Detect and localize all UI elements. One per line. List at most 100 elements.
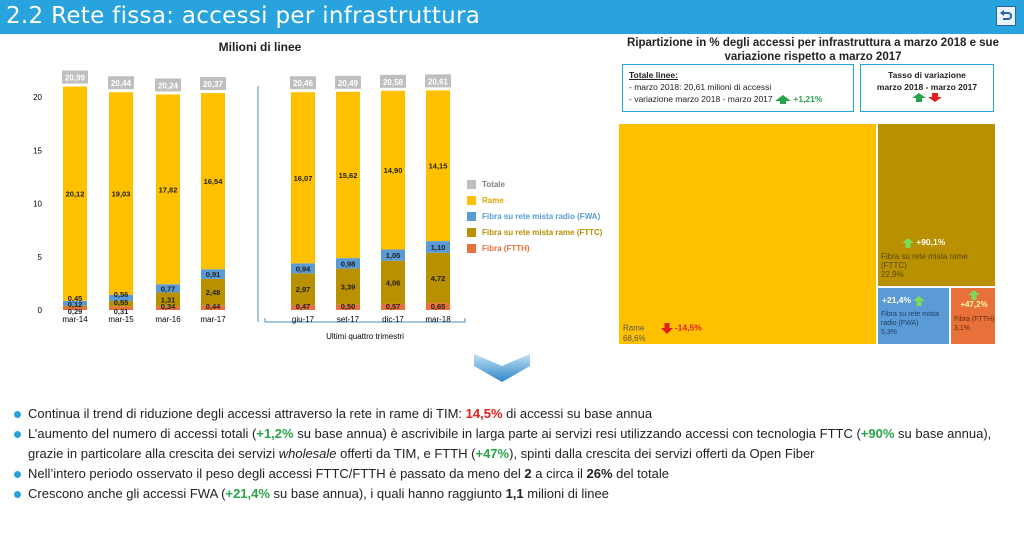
treemap: Rame -14,5% 68,6% +90,1% Fibra su rete m… bbox=[618, 123, 996, 345]
treemap-rame-change: -14,5% bbox=[674, 322, 702, 333]
total-lines-line2-row: - variazione marzo 2018 - marzo 2017 +1,… bbox=[629, 93, 847, 105]
bar-segment bbox=[426, 303, 450, 310]
data-label: 16,54 bbox=[204, 177, 224, 186]
total-label: 20,37 bbox=[203, 80, 224, 89]
total-box bbox=[335, 75, 361, 89]
bullet-text-part: 1,1 bbox=[505, 486, 524, 501]
total-label: 20,46 bbox=[293, 79, 314, 88]
data-label: 0,57 bbox=[386, 302, 401, 311]
bar-segment bbox=[63, 305, 87, 307]
red-down-arrow-icon bbox=[660, 323, 673, 334]
data-label: 4,06 bbox=[386, 278, 401, 287]
green-up-arrow-icon bbox=[911, 93, 926, 102]
data-label: 0,56 bbox=[114, 290, 129, 299]
bar-segment bbox=[336, 268, 360, 305]
x-tick-label: mar-18 bbox=[425, 315, 451, 324]
total-lines-heading: Totale linee: bbox=[629, 70, 678, 80]
legend-label: Rame bbox=[482, 195, 504, 205]
bar-segment bbox=[426, 252, 450, 304]
bar-segment bbox=[291, 263, 315, 274]
total-box bbox=[108, 76, 134, 90]
bullet-text-part: wholesale bbox=[278, 446, 337, 461]
total-lines-line2: - variazione marzo 2018 - marzo 2017 bbox=[629, 94, 773, 104]
bullet-text-part: 14,5% bbox=[465, 406, 503, 421]
data-label: 15,62 bbox=[339, 171, 358, 180]
return-icon bbox=[1000, 10, 1012, 20]
data-label: 0,77 bbox=[161, 284, 176, 293]
bar-segment bbox=[381, 90, 405, 250]
legend-item-rame: Rame bbox=[467, 192, 602, 208]
bullet-dot bbox=[14, 411, 21, 418]
data-label: 0,31 bbox=[114, 307, 129, 316]
bullet-text-part: 26% bbox=[586, 466, 613, 481]
y-tick-label: 20 bbox=[33, 93, 42, 102]
legend-label: Fibra su rete mista radio (FWA) bbox=[482, 211, 601, 221]
legend-swatch bbox=[467, 179, 476, 189]
header-bar: 2.2 Rete fissa: accessi per infrastruttu… bbox=[0, 0, 1024, 34]
return-button[interactable] bbox=[996, 6, 1016, 26]
bar-segment bbox=[381, 260, 405, 304]
bullet-text-part: +47% bbox=[475, 446, 510, 461]
bullet-text-part: ), spinti dalla crescita dei servizi off… bbox=[509, 446, 815, 461]
rate-box-line1: Tasso di variazione bbox=[888, 70, 966, 80]
data-label: 19,03 bbox=[112, 190, 131, 199]
treemap-fwa-name: Fibra su rete mista radio (FWA) bbox=[881, 311, 939, 327]
bullet-text-part: Continua il trend di riduzione degli acc… bbox=[28, 406, 466, 421]
green-up-arrow-icon bbox=[913, 296, 926, 306]
total-box bbox=[425, 74, 451, 88]
treemap-fttc-share: 22,9% bbox=[881, 270, 904, 279]
bar-chart: 0 5 10 15 20 Ultimi quattro trimestri 0,290,12… bbox=[33, 70, 466, 341]
bar-segment bbox=[201, 305, 225, 310]
red-down-arrow-icon bbox=[928, 93, 943, 102]
bar-segment bbox=[63, 300, 87, 306]
data-label: 0,44 bbox=[206, 302, 221, 311]
total-box bbox=[380, 74, 406, 88]
total-label: 20,99 bbox=[65, 74, 86, 83]
total-lines-line1: - marzo 2018: 20,61 milioni di accessi bbox=[629, 82, 772, 92]
treemap-cell-fwa-change-row: +21,4% bbox=[882, 295, 926, 306]
y-tick-label: 5 bbox=[38, 253, 43, 262]
x-tick-label: mar-15 bbox=[108, 315, 134, 324]
bullet-text-part: su base annua) è ascrivibile in larga pa… bbox=[293, 426, 861, 441]
data-label: 0,12 bbox=[68, 300, 83, 309]
total-lines-change: +1,21% bbox=[793, 94, 823, 104]
bar-segment bbox=[291, 273, 315, 305]
data-label: 0,29 bbox=[68, 307, 83, 316]
treemap-cell-fttc-change-row: +90,1% bbox=[902, 238, 945, 248]
treemap-cell-rame: Rame -14,5% 68,6% bbox=[618, 123, 877, 345]
bullet-text-part: L’aumento del numero di accessi totali ( bbox=[28, 426, 257, 441]
data-label: 0,45 bbox=[68, 294, 83, 303]
legend-item-fttc: Fibra su rete mista rame (FTTC) bbox=[467, 224, 602, 240]
total-label: 20,61 bbox=[428, 77, 449, 86]
bar-segment bbox=[201, 278, 225, 306]
bar-segment bbox=[109, 300, 133, 307]
group-bracket bbox=[264, 318, 466, 323]
legend-item-ftth: Fibra (FTTH) bbox=[467, 240, 602, 256]
bar-segment bbox=[156, 94, 180, 285]
x-tick-label: mar-16 bbox=[155, 315, 181, 324]
bullet-text-part: 2 bbox=[524, 466, 532, 481]
treemap-rame-share: 68,6% bbox=[623, 334, 646, 343]
bar-segment bbox=[336, 91, 360, 259]
bar-segment bbox=[381, 303, 405, 310]
bullet-dot bbox=[14, 491, 21, 498]
bar-chart-title: Milioni di linee bbox=[218, 40, 302, 54]
x-tick-label: mar-14 bbox=[62, 315, 88, 324]
bar-segment bbox=[201, 93, 225, 270]
green-up-arrow-icon bbox=[902, 238, 914, 248]
bar-segment bbox=[336, 258, 360, 269]
bullet-text-part: di accessi su base annua bbox=[502, 406, 653, 421]
bar-chart-legend: Totale Rame Fibra su rete mista radio (F… bbox=[467, 176, 602, 256]
bar-segment bbox=[156, 292, 180, 307]
treemap-cell-rame-label: Rame -14,5% 68,6% bbox=[623, 323, 702, 343]
bar-segment bbox=[426, 90, 450, 242]
data-label: 0,47 bbox=[296, 302, 311, 311]
legend-item-totale: Totale bbox=[467, 176, 602, 192]
treemap-fwa-change: +21,4% bbox=[882, 295, 912, 306]
data-label: 3,39 bbox=[341, 283, 356, 292]
data-label: 1,05 bbox=[386, 251, 401, 260]
treemap-cell-ftth: +47,2% Fibra (FTTH) 3,1% bbox=[950, 287, 996, 345]
bullet-item: Crescono anche gli accessi FWA (+21,4% s… bbox=[14, 484, 1014, 504]
total-label: 20,58 bbox=[383, 78, 404, 87]
bullet-text-part: offerti da TIM, e FTTH ( bbox=[336, 446, 476, 461]
